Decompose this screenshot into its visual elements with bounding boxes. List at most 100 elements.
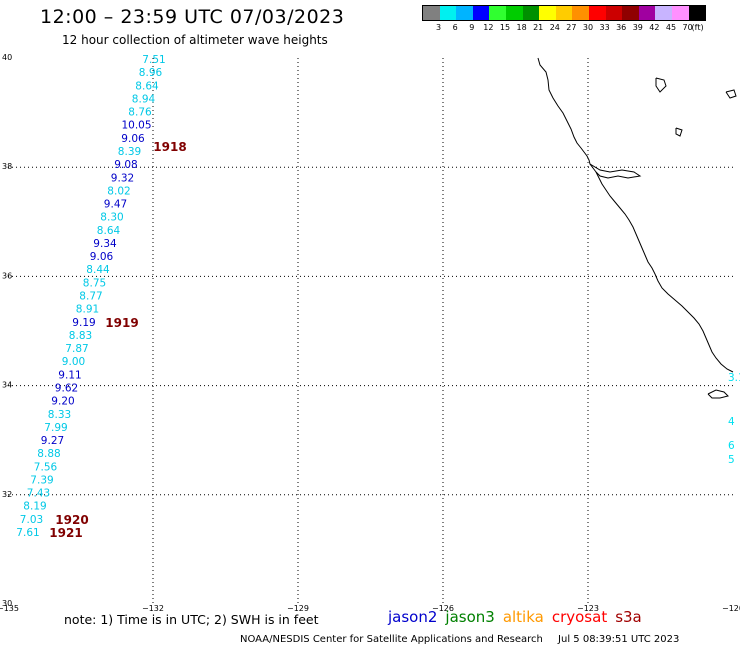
wave-height-value: 7.43: [27, 488, 50, 500]
wave-height-value: 8.02: [107, 185, 130, 197]
wave-height-value: 8.33: [48, 409, 71, 421]
mission-label: jason3: [445, 608, 495, 626]
longitude-tick-label: −120: [722, 604, 740, 613]
legend-swatch: [456, 6, 473, 20]
wave-height-value: 9.00: [62, 356, 85, 368]
legend-label: 39: [632, 23, 643, 32]
latitude-tick-label: 30: [2, 599, 12, 608]
wave-height-value: 7.61: [16, 527, 39, 539]
wave-height-value: 7.56: [34, 461, 58, 473]
legend-swatch: [555, 6, 573, 20]
legend-swatch: [522, 6, 540, 20]
pass-time-label: 1920: [55, 513, 88, 527]
wave-height-value: 8.77: [79, 291, 102, 303]
wave-height-value: 9.08: [114, 159, 137, 171]
legend-swatch: [655, 6, 672, 20]
legend-swatch: [588, 6, 606, 20]
legend-swatch: [472, 6, 490, 20]
legend-swatch: [439, 6, 457, 20]
legend-label: 9: [469, 23, 475, 32]
legend-labels: 3 6 9 12 15 18 21 24 27 30 33 36 39 42 45 70 (ft): [422, 21, 706, 33]
edge-wave-height-value: 3.1: [728, 372, 740, 384]
latitude-tick-label: 34: [2, 381, 12, 390]
legend-swatch: [671, 6, 689, 20]
legend-label: 18: [516, 23, 527, 32]
latitude-tick-label: 36: [2, 271, 12, 280]
wave-height-value: 7.99: [44, 422, 67, 434]
legend-swatch: [505, 6, 523, 20]
legend-swatch: [638, 6, 656, 20]
legend-label: 30: [582, 23, 594, 32]
pass-time-label: 1918: [153, 140, 186, 154]
color-legend: 3 6 9 12 15 18 21 24 27 30 33 36 39 42 45 70 (ft): [422, 5, 707, 33]
island-outline: [707, 389, 729, 399]
longitude-tick-label: −126: [432, 604, 454, 613]
wave-height-value: 8.88: [37, 448, 60, 460]
lake-outline: [725, 89, 737, 99]
wave-height-value: 8.83: [69, 330, 92, 342]
wave-height-value: 8.64: [97, 225, 121, 237]
mission-label: cryosat: [551, 608, 608, 626]
lake-outline: [675, 127, 683, 137]
wave-height-value: 8.75: [83, 277, 106, 289]
latitude-tick-label: 40: [2, 53, 12, 62]
legend-swatches: [422, 5, 707, 21]
map-grid: [8, 58, 733, 604]
latitude-tick-label: 32: [2, 490, 12, 499]
wave-height-value: 7.87: [65, 343, 88, 355]
footer-timestamp: Jul 5 08:39:51 UTC 2023: [558, 634, 680, 645]
legend-label: 3: [436, 23, 442, 32]
wave-height-value: 7.39: [30, 474, 53, 486]
wave-height-value: 8.19: [23, 501, 46, 513]
legend-label: 70: [682, 23, 693, 32]
wave-height-value: 8.76: [128, 107, 152, 119]
wave-height-value: 9.06: [121, 133, 145, 145]
edge-wave-height-value: 5: [728, 454, 735, 466]
wave-height-value: 9.32: [111, 172, 134, 184]
wave-height-value: 9.27: [41, 435, 64, 447]
legend-label: 12: [483, 23, 494, 32]
footer: NOAA/NESDIS Center for Satellite Applica…: [240, 634, 679, 645]
wave-height-value: 8.64: [135, 80, 159, 92]
legend-label: 15: [499, 23, 511, 32]
edge-wave-height-value: 4: [728, 416, 735, 428]
altimeter-track: 7.518.968.648.948.7610.059.068.399.089.3…: [16, 54, 740, 540]
legend-swatch: [622, 6, 639, 20]
legend-swatch: [489, 6, 506, 20]
legend-label: 24: [549, 23, 560, 32]
map-title: 12:00 – 23:59 UTC 07/03/2023: [40, 6, 345, 28]
mission-legend: jason2 jason3 altika cryosat s3a: [388, 608, 650, 626]
wave-height-value: 9.11: [58, 369, 81, 381]
coastline-path: [537, 57, 734, 373]
legend-swatch: [605, 6, 623, 20]
mission-label: altika: [502, 608, 544, 626]
wave-height-value: 8.94: [132, 93, 156, 105]
pass-time-label: 1919: [105, 316, 138, 330]
pass-time-label: 1921: [49, 526, 82, 540]
wave-height-value: 9.06: [90, 251, 114, 263]
legend-label: 6: [452, 23, 458, 32]
wave-height-value: 9.47: [104, 199, 127, 211]
longitude-tick-label: −132: [142, 604, 164, 613]
legend-swatch: [688, 6, 706, 20]
legend-label: 45: [665, 23, 677, 32]
wave-height-value: 8.96: [139, 67, 163, 79]
legend-swatch: [423, 6, 440, 20]
wave-height-value: 9.19: [72, 317, 95, 329]
wave-height-value: 8.30: [100, 212, 123, 224]
coastline: [537, 57, 737, 399]
longitude-tick-label: −129: [287, 604, 309, 613]
legend-label: 36: [616, 23, 627, 32]
wave-height-value: 7.03: [20, 514, 43, 526]
wave-height-value: 7.51: [142, 54, 165, 66]
bay-outline: [589, 163, 642, 179]
wave-height-value: 8.91: [76, 304, 99, 316]
lake-outline: [655, 77, 667, 93]
wave-height-value: 9.62: [55, 382, 78, 394]
legend-swatch: [539, 6, 556, 20]
legend-label: 21: [533, 23, 544, 32]
wave-height-value: 9.20: [51, 396, 74, 408]
longitude-tick-label: −135: [0, 604, 19, 613]
axis-labels: 40 38 36 34 32 30−135 −132 −129 −126 −123 −120: [0, 53, 740, 613]
